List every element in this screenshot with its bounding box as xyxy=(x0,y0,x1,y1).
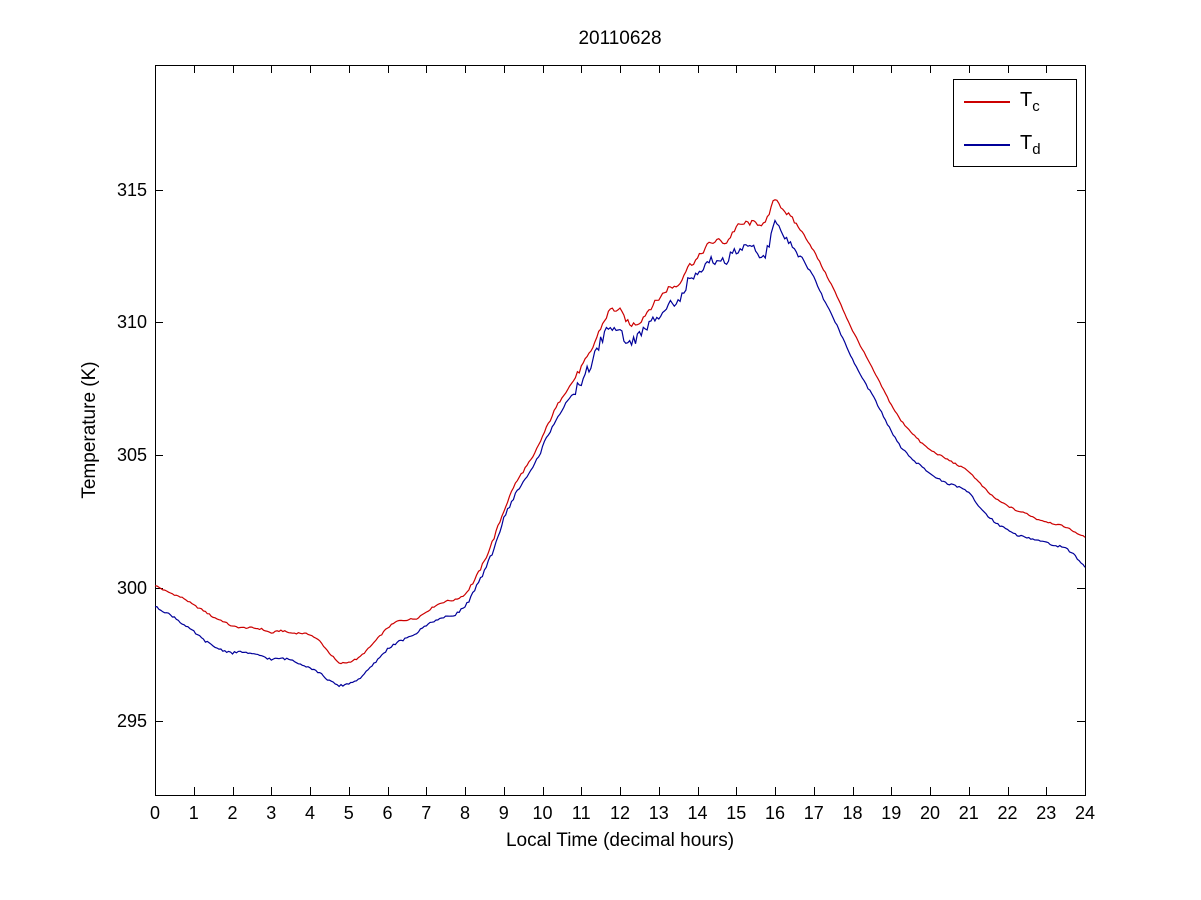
x-tick-label: 8 xyxy=(459,803,470,823)
y-tick-label: 300 xyxy=(116,577,147,598)
x-axis-label: Local Time (decimal hours) xyxy=(505,830,735,851)
y-tick-label: 305 xyxy=(116,445,147,466)
legend-entry-tc: Tc xyxy=(954,80,1076,123)
x-tick-label: 7 xyxy=(421,803,432,823)
x-tick-label: 20 xyxy=(919,803,941,823)
x-tick-label: 21 xyxy=(958,803,979,823)
x-tick-label: 17 xyxy=(803,803,824,823)
x-tick-label: 22 xyxy=(997,803,1018,823)
legend-line-sample-td xyxy=(964,143,1010,146)
legend-entry-td: Td xyxy=(954,123,1076,166)
series-line-Td xyxy=(154,218,1086,688)
x-tick-label: 10 xyxy=(532,803,553,823)
x-tick-label: 12 xyxy=(609,803,631,823)
legend-label-tc: Tc xyxy=(1020,88,1040,115)
y-axis-label: Temperature (K) xyxy=(79,361,100,499)
axes-box xyxy=(155,65,1086,796)
x-tick-label: 24 xyxy=(1074,803,1096,823)
x-tick-label: 4 xyxy=(304,803,315,823)
x-tick-label: 3 xyxy=(266,803,277,823)
x-tick-label: 19 xyxy=(881,803,902,823)
chart-title: 20110628 xyxy=(578,28,662,49)
legend-label-td: Td xyxy=(1020,131,1041,158)
x-tick-label: 1 xyxy=(188,803,199,823)
legend-line-sample-tc xyxy=(964,100,1010,103)
x-tick-label: 14 xyxy=(687,803,708,823)
y-tick-label: 295 xyxy=(116,710,147,731)
x-tick-label: 18 xyxy=(842,803,863,823)
x-tick-label: 13 xyxy=(648,803,669,823)
series-line-Tc xyxy=(154,199,1086,665)
x-tick-label: 2 xyxy=(227,803,238,823)
legend: Tc Td xyxy=(953,79,1077,167)
x-tick-label: 16 xyxy=(764,803,786,823)
x-tick-label: 15 xyxy=(726,803,747,823)
x-tick-label: 23 xyxy=(1036,803,1057,823)
y-tick-label: 315 xyxy=(116,179,147,200)
x-tick-label: 6 xyxy=(382,803,393,823)
x-tick-label: 11 xyxy=(571,803,591,823)
x-tick-label: 5 xyxy=(343,803,354,823)
x-tick-label: 9 xyxy=(498,803,509,823)
y-tick-label: 310 xyxy=(116,312,147,333)
x-tick-label: 0 xyxy=(149,803,160,823)
